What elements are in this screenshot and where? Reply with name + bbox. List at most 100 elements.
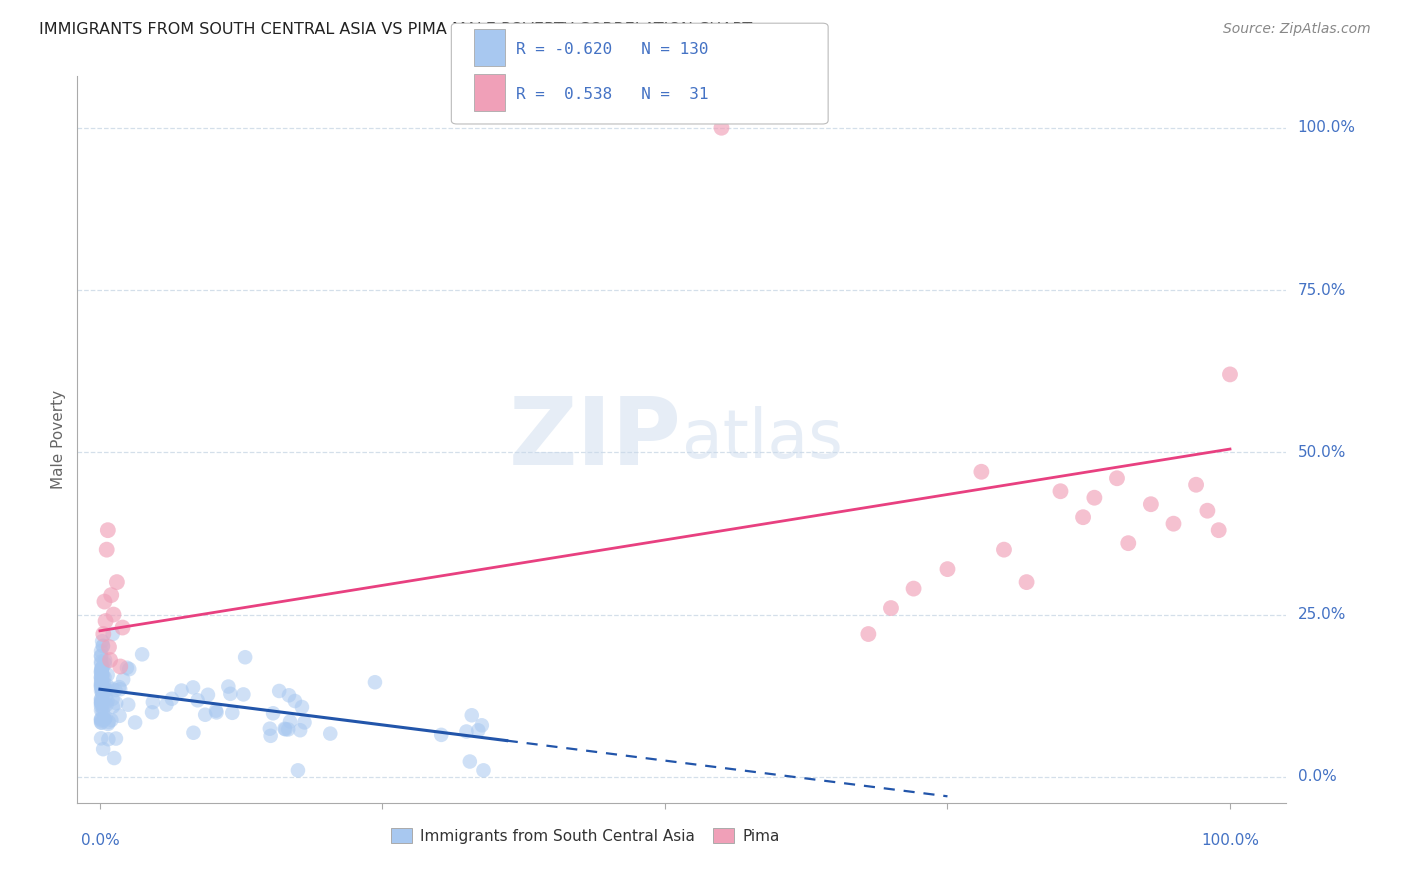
Point xyxy=(124,715,146,730)
Point xyxy=(90,644,112,658)
Point xyxy=(94,681,117,696)
Point xyxy=(91,660,114,674)
Text: R =  0.538   N =  31: R = 0.538 N = 31 xyxy=(516,87,709,102)
Point xyxy=(936,562,959,576)
Point xyxy=(183,725,205,739)
Point xyxy=(96,694,118,708)
Point xyxy=(93,670,115,684)
Point xyxy=(90,681,112,695)
Point xyxy=(1116,536,1139,550)
Point xyxy=(100,713,122,727)
Point xyxy=(108,682,131,697)
Point xyxy=(91,676,114,690)
Point xyxy=(91,688,114,702)
Point xyxy=(291,700,314,714)
Point xyxy=(91,661,114,675)
Point xyxy=(319,726,342,740)
Point xyxy=(91,705,114,719)
Point xyxy=(90,648,112,663)
Point xyxy=(101,681,124,696)
Point xyxy=(219,687,242,701)
Point xyxy=(1140,497,1163,511)
Point xyxy=(274,723,297,737)
Point xyxy=(181,681,204,695)
Point xyxy=(187,693,209,707)
Point xyxy=(131,648,153,662)
Point xyxy=(142,695,165,709)
Point xyxy=(1163,516,1185,531)
Point xyxy=(93,701,115,715)
Point xyxy=(90,670,112,684)
Point xyxy=(364,675,387,690)
Text: IMMIGRANTS FROM SOUTH CENTRAL ASIA VS PIMA MALE POVERTY CORRELATION CHART: IMMIGRANTS FROM SOUTH CENTRAL ASIA VS PI… xyxy=(39,22,752,37)
Point xyxy=(90,696,112,710)
Point xyxy=(278,714,301,729)
Text: 100.0%: 100.0% xyxy=(1201,833,1258,848)
Legend: Immigrants from South Central Asia, Pima: Immigrants from South Central Asia, Pima xyxy=(385,822,786,850)
Point xyxy=(91,639,114,653)
Point xyxy=(117,698,139,712)
Point xyxy=(90,683,112,698)
Point xyxy=(94,682,117,697)
Point xyxy=(101,699,124,714)
Text: ZIP: ZIP xyxy=(509,393,682,485)
Point xyxy=(1015,575,1038,590)
Point xyxy=(91,694,114,708)
Point xyxy=(104,683,127,698)
Point xyxy=(269,684,291,698)
Point xyxy=(94,614,117,628)
Point xyxy=(110,659,132,673)
Point xyxy=(94,710,117,724)
Point xyxy=(471,718,494,732)
Point xyxy=(103,751,125,765)
Point xyxy=(108,680,131,694)
Point xyxy=(233,650,256,665)
Point xyxy=(104,731,127,746)
Point xyxy=(101,691,124,706)
Point xyxy=(90,664,112,678)
Point xyxy=(90,678,112,692)
Point xyxy=(111,621,134,635)
Point xyxy=(277,723,299,737)
Point xyxy=(970,465,993,479)
Point xyxy=(91,639,114,653)
Text: 50.0%: 50.0% xyxy=(1298,445,1346,459)
Text: atlas: atlas xyxy=(682,407,842,472)
Point xyxy=(194,707,217,722)
Point xyxy=(273,722,295,736)
Point xyxy=(101,627,124,641)
Point xyxy=(91,668,114,682)
Point xyxy=(90,695,112,709)
Point xyxy=(90,676,112,690)
Point xyxy=(91,684,114,698)
Text: R = -0.620   N = 130: R = -0.620 N = 130 xyxy=(516,42,709,57)
Point xyxy=(217,680,239,694)
Point xyxy=(94,653,117,667)
Point xyxy=(259,722,281,736)
Point xyxy=(90,703,112,717)
Point xyxy=(472,764,495,778)
Point xyxy=(91,683,114,698)
Point xyxy=(105,575,128,590)
Point xyxy=(97,717,120,731)
Point xyxy=(112,673,135,687)
Point xyxy=(98,653,121,667)
Point xyxy=(90,657,112,671)
Point xyxy=(108,708,131,723)
Point xyxy=(98,640,121,654)
Point xyxy=(118,662,141,676)
Point xyxy=(1208,523,1230,537)
Point xyxy=(1049,484,1071,499)
Point xyxy=(903,582,925,596)
Point xyxy=(97,523,120,537)
Point xyxy=(288,723,311,738)
Point xyxy=(90,714,112,728)
Point xyxy=(96,542,118,557)
Point xyxy=(91,627,114,641)
Text: 25.0%: 25.0% xyxy=(1298,607,1346,622)
Y-axis label: Male Poverty: Male Poverty xyxy=(51,390,66,489)
Point xyxy=(858,627,880,641)
Point xyxy=(97,714,120,729)
Point xyxy=(90,695,112,709)
Point xyxy=(90,712,112,726)
